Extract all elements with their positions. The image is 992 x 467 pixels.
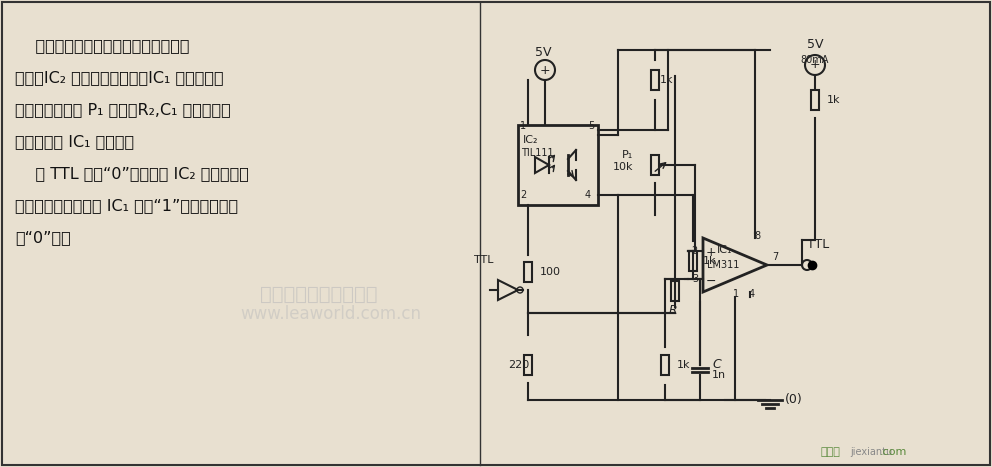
- Bar: [689, 251, 697, 271]
- Text: 2: 2: [520, 190, 526, 200]
- Text: jiexiantu: jiexiantu: [850, 447, 892, 457]
- Text: 3: 3: [691, 274, 698, 284]
- Text: 是它的次级导通，使 IC₁ 输出“1”态；反之，输: 是它的次级导通，使 IC₁ 输出“1”态；反之，输: [15, 198, 238, 213]
- Text: TIL111: TIL111: [521, 148, 554, 158]
- Text: www.leaworld.com.cn: www.leaworld.com.cn: [240, 305, 421, 323]
- Text: 波器，阻止 IC₁ 误触发。: 波器，阻止 IC₁ 误触发。: [15, 134, 134, 149]
- Bar: [651, 155, 659, 175]
- Bar: [524, 262, 532, 282]
- Text: C: C: [712, 359, 721, 372]
- Text: LM311: LM311: [707, 260, 739, 270]
- Text: TTL: TTL: [807, 239, 829, 252]
- Text: 100: 100: [540, 267, 561, 277]
- Text: 4: 4: [749, 289, 755, 299]
- Bar: [524, 355, 532, 375]
- Text: 本电路利用光电耦合器隔离计算机与: 本电路利用光电耦合器隔离计算机与: [15, 38, 189, 53]
- Text: 外设。IC₂ 是光电耦合器件；IC₁ 为阈值比较: 外设。IC₂ 是光电耦合器件；IC₁ 为阈值比较: [15, 70, 223, 85]
- Bar: [661, 355, 669, 375]
- Text: 2: 2: [691, 246, 698, 256]
- Text: 杭州洛富科技有限公司: 杭州洛富科技有限公司: [260, 285, 378, 304]
- Text: IC₁: IC₁: [717, 245, 733, 255]
- Text: 当 TTL 输出“0”态，点亮 IC₂ 的初级，于: 当 TTL 输出“0”态，点亮 IC₂ 的初级，于: [15, 166, 249, 181]
- Text: R: R: [669, 304, 678, 317]
- Text: 5V: 5V: [806, 38, 823, 51]
- Text: 10k: 10k: [612, 162, 633, 172]
- Text: .com: .com: [880, 447, 908, 457]
- Text: 8: 8: [754, 231, 760, 241]
- Text: (0): (0): [785, 394, 803, 406]
- Text: +: +: [706, 247, 716, 260]
- Text: 5V: 5V: [535, 45, 552, 58]
- Text: IC₂: IC₂: [523, 135, 539, 145]
- Text: 1: 1: [520, 121, 526, 131]
- Text: +: +: [809, 58, 820, 71]
- Text: 1k: 1k: [660, 75, 674, 85]
- Text: 1k: 1k: [827, 95, 840, 105]
- Text: 7: 7: [772, 252, 778, 262]
- Text: 器，阈值电压由 P₁ 调节；R₂,C₁ 组成低通滤: 器，阈值电压由 P₁ 调节；R₂,C₁ 组成低通滤: [15, 102, 231, 117]
- Text: 接线图: 接线图: [820, 447, 840, 457]
- Bar: [651, 70, 659, 90]
- Bar: [518, 125, 598, 205]
- Text: −: −: [706, 275, 716, 288]
- Text: 1k: 1k: [677, 360, 690, 370]
- Text: 1: 1: [733, 289, 739, 299]
- Bar: [811, 90, 819, 110]
- Text: 80mA: 80mA: [801, 55, 829, 65]
- Text: 1n: 1n: [712, 370, 726, 380]
- Text: TTL: TTL: [473, 255, 493, 265]
- Text: +: +: [540, 64, 551, 77]
- Text: 1k: 1k: [703, 256, 716, 266]
- Text: P₁: P₁: [622, 150, 633, 160]
- Text: 5: 5: [588, 121, 594, 131]
- Text: 220: 220: [508, 360, 530, 370]
- Bar: [671, 281, 679, 301]
- Text: 4: 4: [585, 190, 591, 200]
- Text: 出“0”态。: 出“0”态。: [15, 230, 70, 245]
